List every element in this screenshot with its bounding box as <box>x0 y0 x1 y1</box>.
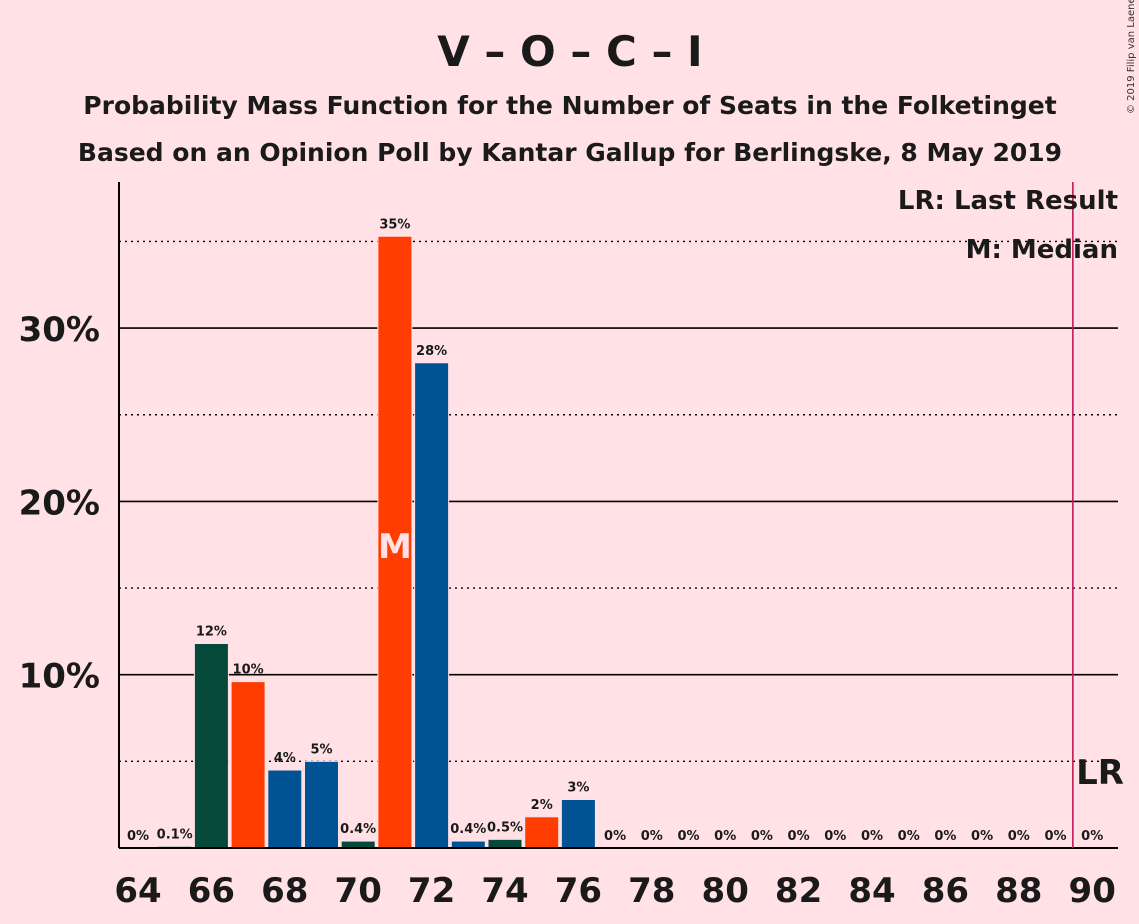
y-tick-label: 10% <box>19 657 100 697</box>
x-tick-label: 88 <box>995 871 1042 911</box>
bar-label-seats-70: 0.4% <box>340 822 376 837</box>
median-marker: M <box>378 527 412 567</box>
bar-label-seats-75: 2% <box>531 798 553 813</box>
chart-title: V – O – C – I <box>437 27 702 76</box>
last-result-marker: LR <box>1076 753 1124 793</box>
bar-seats-76 <box>560 798 596 849</box>
markers: LR M <box>378 182 1124 848</box>
bar-label-seats-88: 0% <box>1008 829 1030 844</box>
bar-label-seats-86: 0% <box>934 829 956 844</box>
bar-series <box>157 235 596 849</box>
bar-label-seats-79: 0% <box>677 829 699 844</box>
copyright-notice: © 2019 Filip van Laenen <box>1126 0 1137 114</box>
bar-label-seats-73: 0.4% <box>450 822 486 837</box>
y-tick-labels: 10% 20% 30% <box>19 310 100 697</box>
x-tick-label: 86 <box>922 871 969 911</box>
bar-label-seats-65: 0.1% <box>157 827 193 842</box>
y-tick-label: 20% <box>19 483 100 523</box>
bar-value-labels: 0% 0.1%12%10%4%5%0.4%35%28%0.4% 0.5%2%3%0%… <box>127 217 1103 844</box>
bar-label-seats-81: 0% <box>751 829 773 844</box>
bar-seats-71 <box>377 235 413 849</box>
x-tick-label: 78 <box>628 871 675 911</box>
bar-label-seats-78: 0% <box>641 829 663 844</box>
bar-label-seats-71: 35% <box>379 217 410 232</box>
x-tick-label: 84 <box>848 871 895 911</box>
bar-seats-70 <box>340 840 376 849</box>
bar-label-seats-90: 0% <box>1081 829 1103 844</box>
grid-lines <box>119 240 1118 763</box>
x-tick-label: 64 <box>114 871 161 911</box>
bar-seats-69 <box>304 760 339 849</box>
bar-seats-72 <box>414 362 450 849</box>
bar-seats-68 <box>267 769 303 849</box>
bar-label-seats-82: 0% <box>788 829 810 844</box>
x-tick-label: 66 <box>188 871 235 911</box>
bar-label-seats-66: 12% <box>196 625 227 640</box>
legend-median: M: Median <box>966 235 1118 265</box>
x-tick-label: 72 <box>408 871 455 911</box>
bar-seats-75 <box>524 816 560 849</box>
bar-label-seats-80: 0% <box>714 829 736 844</box>
bar-label-seats-83: 0% <box>824 829 846 844</box>
bar-label-seats-68: 4% <box>274 751 296 766</box>
bar-label-seats-84: 0% <box>861 829 883 844</box>
bar-label-seats-87: 0% <box>971 829 993 844</box>
bar-seats-66 <box>193 643 229 849</box>
bar-seats-74 <box>487 838 523 849</box>
x-tick-labels: 64 66 68 70 72 74 76 78 80 82 84 86 88 90 <box>114 871 1116 911</box>
x-tick-label: 68 <box>261 871 308 911</box>
chart-subtitle-1: Probability Mass Function for the Number… <box>83 91 1056 120</box>
bar-label-seats-69: 5% <box>310 742 332 757</box>
bar-label-seats-72: 28% <box>416 344 447 359</box>
x-tick-label: 82 <box>775 871 822 911</box>
chart-subtitle-2: Based on an Opinion Poll by Kantar Gallu… <box>78 138 1062 167</box>
bar-label-seats-64: 0% <box>127 829 149 844</box>
x-tick-label: 74 <box>481 871 528 911</box>
legend-last-result: LR: Last Result <box>898 186 1118 216</box>
x-tick-label: 90 <box>1069 871 1116 911</box>
x-tick-label: 76 <box>555 871 602 911</box>
bar-label-seats-77: 0% <box>604 829 626 844</box>
axes <box>118 182 1118 849</box>
bar-label-seats-74: 0.5% <box>487 820 523 835</box>
bar-seats-67 <box>230 681 266 849</box>
bar-label-seats-67: 10% <box>233 663 264 678</box>
bar-seats-73 <box>450 840 486 849</box>
bar-label-seats-89: 0% <box>1044 829 1066 844</box>
bar-label-seats-85: 0% <box>898 829 920 844</box>
y-tick-label: 30% <box>19 310 100 350</box>
x-tick-label: 80 <box>702 871 749 911</box>
bar-label-seats-76: 3% <box>567 780 589 795</box>
x-tick-label: 70 <box>335 871 382 911</box>
